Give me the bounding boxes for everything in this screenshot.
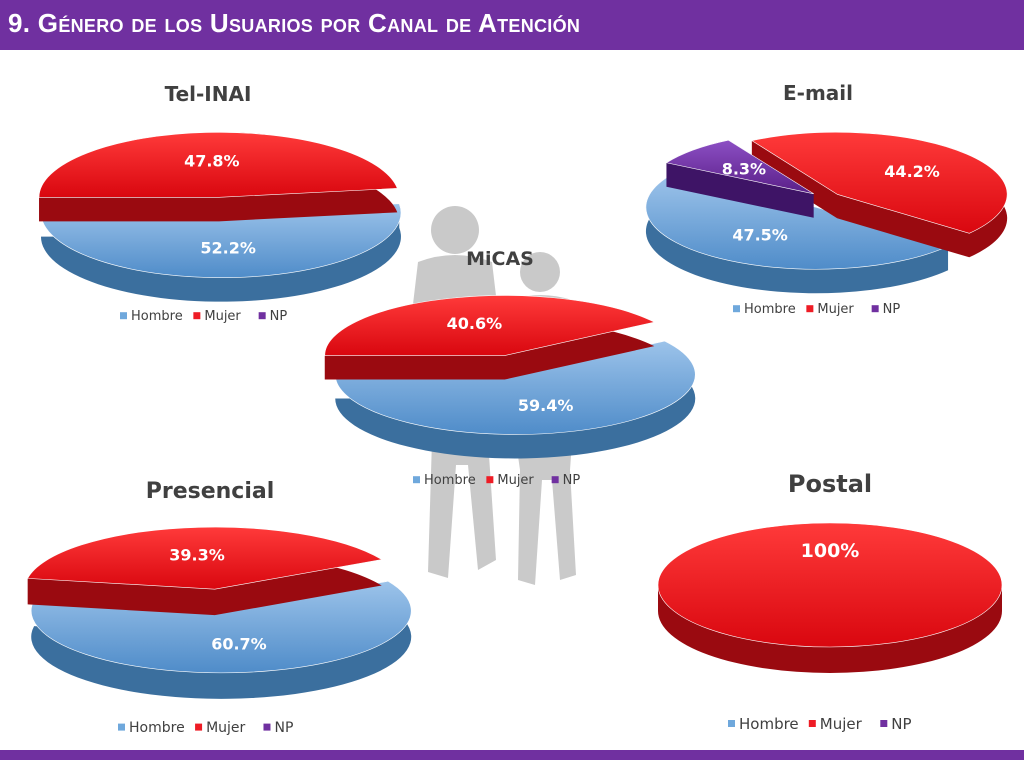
legend-swatch-np [880,720,888,727]
chart-title: Tel-INAI [165,82,252,106]
legend-swatch-hombre [413,476,420,484]
page-title: 9. Género de los Usuarios por Canal de A… [8,8,581,38]
chart-legend: Hombre Mujer NP [413,473,580,488]
legend-label: Mujer [206,720,245,736]
pie-chart-2: E-mail 47.5% 44.2% 8.3% Hombre Mujer NP [645,81,1008,317]
legend-swatch-mujer [486,476,494,484]
legend-label: Mujer [820,715,863,733]
chart-title: E-mail [783,81,853,105]
pie-chart-3: MiCAS 59.4% 40.6% Hombre Mujer NP [324,248,696,488]
pie-chart-1: Tel-INAI 52.2% 47.8% Hombre Mujer NP [38,82,402,324]
chart-title: MiCAS [466,248,534,270]
data-label: 40.6% [447,314,503,333]
legend-label: NP [274,720,293,736]
pie-slice-mujer [27,526,383,590]
pie-slice-hombre [334,340,696,435]
data-label: 8.3% [722,160,766,179]
legend-swatch-hombre [120,312,127,320]
legend-label: NP [563,473,581,488]
legend-swatch-np [263,723,271,731]
legend-swatch-mujer [808,720,816,727]
title-bar: 9. Género de los Usuarios por Canal de A… [0,0,1024,50]
pie-slice-hombre [645,175,949,270]
pie-slice-mujer [38,132,398,198]
legend-swatch-np [871,305,879,313]
legend-swatch-hombre [118,723,125,731]
chart-legend: Hombre Mujer NP [728,715,912,733]
pie-slice-mujer [324,295,656,356]
legend-label: Hombre [424,473,476,488]
legend-label: Hombre [739,715,799,733]
data-label: 44.2% [884,162,940,181]
chart-legend: Hombre Mujer NP [733,302,900,317]
legend-label: NP [891,715,911,733]
data-label: 47.5% [732,225,788,244]
bottom-bar [0,750,1024,760]
chart-legend: Hombre Mujer NP [118,720,293,736]
legend-swatch-np [258,312,266,320]
legend-swatch-hombre [728,720,735,727]
pie-slice-mujer [751,131,1008,234]
legend-label: Mujer [497,473,534,488]
pie-slice-np [665,139,814,195]
legend-label: Mujer [204,309,241,324]
charts-group: Tel-INAI 52.2% 47.8% Hombre Mujer NP E-mail 47.… [27,81,1008,736]
legend-label: Mujer [817,302,854,317]
data-label: 52.2% [200,238,256,257]
pie-slice-mujer [657,522,1003,648]
legend-label: Hombre [131,309,183,324]
legend-swatch-mujer [195,723,203,731]
chart-legend: Hombre Mujer NP [120,309,287,324]
data-label: 100% [801,540,860,562]
data-label: 60.7% [211,635,267,654]
legend-label: Hombre [744,302,796,317]
pie-chart-5: Postal 100% Hombre Mujer NP [657,470,1003,733]
pie-slice-hombre [40,203,402,278]
legend-label: NP [270,309,288,324]
data-label: 39.3% [169,545,225,564]
pie-chart-4: Presencial 60.7% 39.3% Hombre Mujer NP [27,479,412,736]
legend-label: NP [883,302,901,317]
chart-title: Postal [788,470,872,498]
data-label: 59.4% [518,396,574,415]
data-label: 47.8% [184,152,240,171]
legend-swatch-np [551,476,559,484]
pie-slice-side-mujer [658,585,1002,673]
pie-slice-hombre [30,580,412,674]
legend-swatch-mujer [806,305,814,313]
legend-swatch-mujer [193,312,201,320]
legend-label: Hombre [129,720,185,736]
chart-title: Presencial [146,479,275,504]
legend-swatch-hombre [733,305,740,313]
